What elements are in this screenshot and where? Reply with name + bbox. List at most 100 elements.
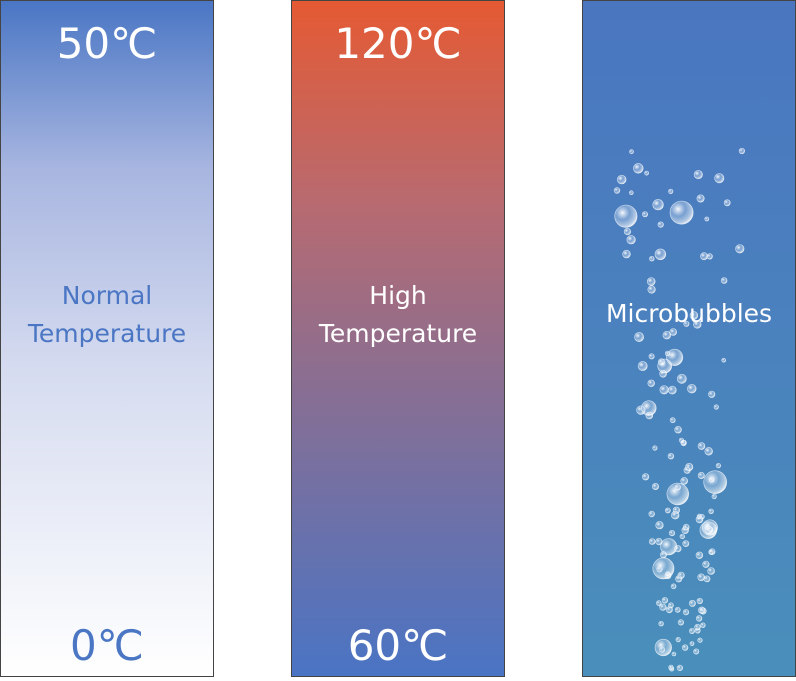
bubble — [641, 400, 657, 416]
bubble — [648, 538, 656, 545]
bubble — [715, 463, 721, 469]
bubble — [622, 249, 631, 259]
bubble — [671, 651, 677, 657]
bubble — [721, 357, 726, 363]
bubble — [698, 606, 706, 614]
bubble — [648, 510, 655, 518]
panel-label: Normal Temperature — [1, 277, 213, 353]
bubble — [623, 227, 632, 236]
bubbles — [613, 147, 745, 672]
bubble — [659, 603, 667, 611]
bubble — [613, 187, 621, 194]
bubble — [667, 453, 675, 460]
bubble — [668, 385, 677, 395]
bubble — [693, 648, 700, 655]
bubble — [711, 493, 717, 500]
bubble — [694, 623, 701, 631]
bubble — [670, 583, 677, 590]
bubble — [714, 173, 725, 184]
bubble — [697, 471, 705, 479]
bubble — [652, 482, 660, 490]
bubble — [654, 248, 667, 261]
bubble — [628, 190, 634, 195]
bubble — [679, 533, 686, 540]
bubble — [689, 641, 695, 646]
bubble — [708, 390, 716, 398]
bubble — [666, 482, 690, 506]
bubble — [696, 597, 703, 605]
bubble — [661, 597, 669, 604]
bubble — [700, 252, 708, 261]
bubble — [668, 664, 674, 671]
bubble — [644, 170, 649, 176]
top-label: 50℃ — [56, 19, 158, 68]
bubble — [708, 477, 715, 483]
bubble — [683, 320, 690, 327]
bubble — [677, 619, 684, 626]
bubble — [707, 567, 715, 575]
bubble — [674, 545, 682, 553]
bubble — [738, 147, 745, 155]
bubble — [668, 602, 674, 609]
bubble — [657, 358, 672, 374]
bubble — [682, 540, 690, 547]
bubble — [682, 523, 690, 531]
bubble — [652, 199, 664, 211]
bubble — [649, 256, 655, 262]
bubble — [616, 174, 627, 185]
bubble — [654, 638, 672, 657]
bubble — [689, 627, 696, 634]
high-panel: 120℃ High Temperature 60℃ — [291, 0, 505, 677]
normal-panel: 50℃ Normal Temperature 0℃ — [0, 0, 214, 677]
bubble — [652, 557, 675, 580]
bubble — [682, 609, 690, 616]
bubble — [680, 477, 688, 485]
bubble — [634, 332, 644, 342]
bubble — [656, 600, 662, 606]
bubble — [664, 350, 671, 357]
bubble — [695, 615, 703, 622]
bubble — [641, 473, 650, 481]
bubble — [720, 277, 728, 284]
bubble — [735, 244, 745, 254]
bubble — [699, 513, 705, 520]
bubble — [652, 445, 658, 451]
bubble — [614, 204, 638, 228]
label-line: High — [369, 281, 427, 310]
bubble — [670, 511, 680, 520]
bubble — [704, 447, 713, 456]
bubble — [629, 149, 634, 155]
bubble — [681, 644, 689, 651]
bubble — [697, 573, 705, 582]
bubble — [687, 384, 697, 394]
bubble — [648, 353, 655, 360]
bubble — [637, 361, 648, 371]
label-line: Temperature — [318, 319, 478, 348]
label-line: Microbubbles — [605, 299, 773, 328]
label-line: Temperature — [27, 319, 187, 348]
bubble — [664, 507, 671, 514]
bubble — [693, 320, 702, 329]
bubble — [658, 620, 664, 627]
bubble — [685, 462, 694, 471]
bubble — [689, 311, 699, 320]
bubble — [713, 404, 719, 410]
bubble — [647, 285, 656, 294]
bubble — [703, 470, 727, 495]
bubble — [676, 664, 683, 672]
bubble — [655, 521, 664, 530]
bubble — [659, 551, 667, 559]
bottom-label: 0℃ — [70, 621, 144, 670]
bubble — [641, 211, 648, 218]
bubble — [708, 508, 714, 514]
top-label: 120℃ — [334, 19, 462, 68]
bubble — [688, 599, 696, 607]
bubble — [633, 163, 644, 174]
panel-label: High Temperature — [292, 277, 504, 353]
bubble — [676, 373, 687, 384]
bubble — [657, 221, 664, 228]
bubble — [655, 537, 663, 546]
bubble — [659, 385, 669, 395]
bubble — [647, 379, 655, 387]
